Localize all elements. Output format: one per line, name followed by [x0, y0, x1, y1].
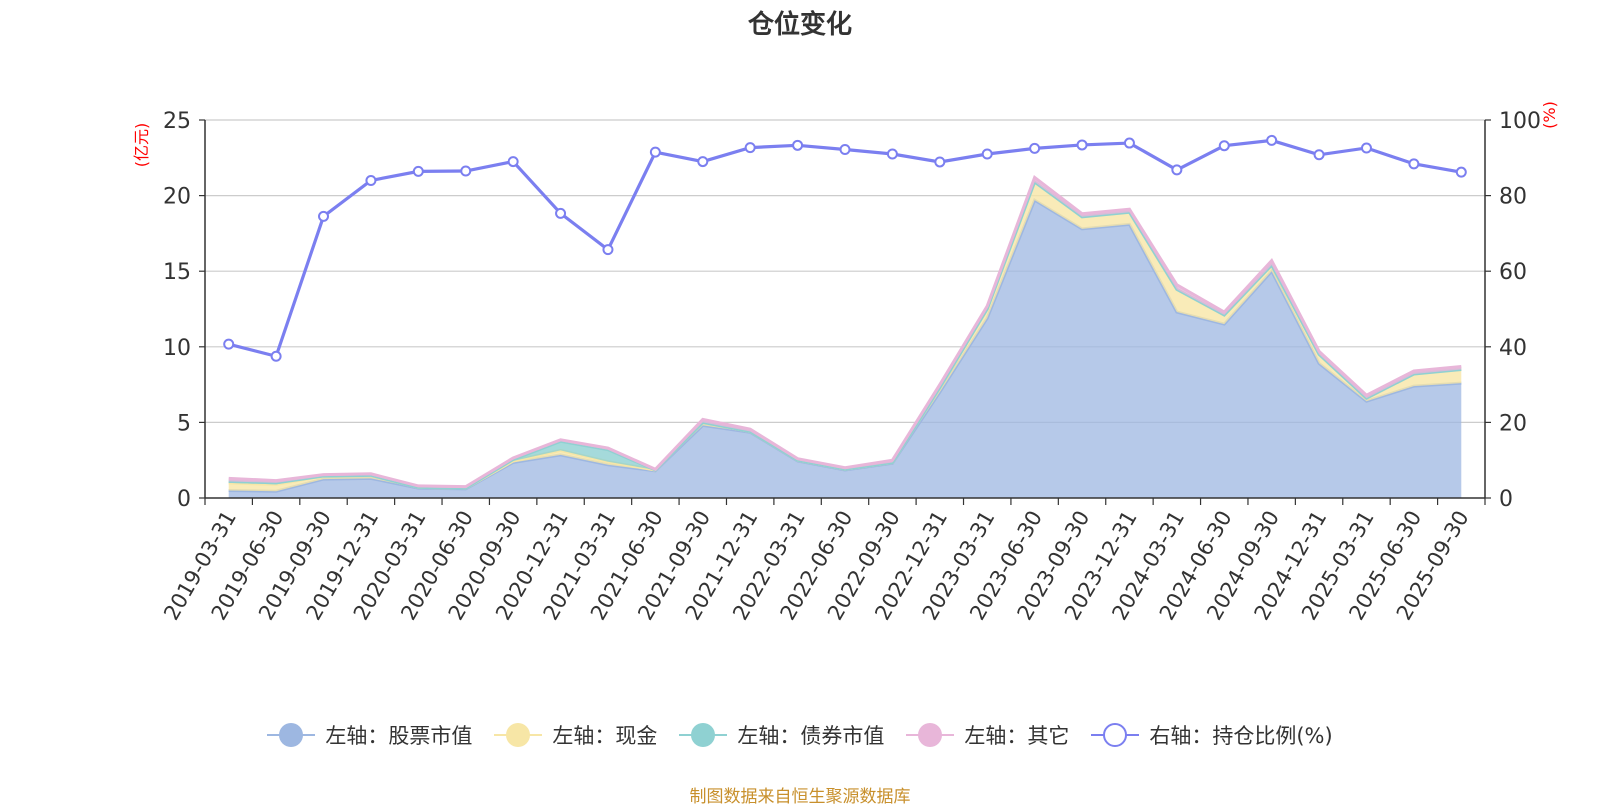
- ratio-point: [507, 156, 519, 168]
- y-right-tick-label: 0: [1499, 487, 1513, 512]
- area-edge-series-3: [228, 175, 1462, 489]
- legend-stock-icon: [267, 722, 316, 748]
- legend-label-stock: 左轴：股票市值: [325, 724, 473, 748]
- ratio-point: [1076, 139, 1088, 151]
- legend-bond-icon: [679, 722, 728, 748]
- legend-ratio-icon: [1091, 722, 1140, 748]
- legend-label-cash: 左轴：现金: [552, 724, 658, 748]
- y-left-tick-label: 10: [163, 336, 191, 361]
- y-right-tick-label: 100: [1499, 109, 1541, 134]
- area-series-0: [228, 200, 1462, 499]
- chart-title: 仓位变化: [747, 10, 852, 40]
- area-layer: [228, 175, 1462, 499]
- y-right-tick-label: 80: [1499, 185, 1527, 210]
- y-left-tick-label: 5: [177, 411, 191, 436]
- y-left-axis-label: (亿元): [132, 123, 151, 168]
- legend-other-icon: [906, 722, 955, 748]
- ratio-point: [270, 350, 282, 362]
- ratio-point: [602, 244, 614, 256]
- legend-label-other: 左轴：其它: [964, 724, 1070, 748]
- ratio-point: [1218, 140, 1230, 152]
- ratio-point: [318, 210, 330, 222]
- ratio-point: [460, 165, 472, 177]
- y-left-tick-label: 20: [163, 185, 191, 210]
- ratio-point: [839, 143, 851, 155]
- source-note: 制图数据来自恒生聚源数据库: [689, 787, 911, 807]
- y-right-axis-label: (%): [1540, 101, 1559, 129]
- legend-item-bond[interactable]: 左轴：债券市值: [679, 720, 884, 750]
- ratio-point: [1266, 134, 1278, 146]
- ratio-point: [886, 148, 898, 160]
- ratio-point: [649, 146, 661, 158]
- y-left-tick-label: 25: [163, 109, 191, 134]
- ratio-point: [555, 207, 567, 219]
- legend-label-ratio: 右轴：持仓比例(%): [1149, 724, 1333, 748]
- ratio-point: [981, 148, 993, 160]
- ratio-point: [1408, 158, 1420, 170]
- ratio-point: [1455, 166, 1467, 178]
- ratio-point: [792, 139, 804, 151]
- y-left-tick-label: 15: [163, 260, 191, 285]
- y-left-tick-label: 0: [177, 487, 191, 512]
- ratio-point: [365, 174, 377, 186]
- ratio-point: [1360, 142, 1372, 154]
- y-right-tick-label: 40: [1499, 336, 1527, 361]
- legend-item-ratio[interactable]: 右轴：持仓比例(%): [1091, 720, 1333, 750]
- ratio-point: [1123, 137, 1135, 149]
- legend-item-other[interactable]: 左轴：其它: [906, 720, 1069, 750]
- legend-label-bond: 左轴：债券市值: [737, 724, 885, 748]
- area-series-1: [228, 181, 1462, 492]
- ratio-point: [1171, 164, 1183, 176]
- legend-item-stock[interactable]: 左轴：股票市值: [267, 720, 472, 750]
- ratio-point: [934, 156, 946, 168]
- ratio-point: [697, 156, 709, 168]
- legend-cash-icon: [494, 722, 543, 748]
- ratio-point: [744, 142, 756, 154]
- line-layer: [223, 134, 1467, 362]
- y-right-tick-label: 60: [1499, 260, 1527, 285]
- ratio-point: [223, 338, 235, 350]
- ratio-point: [1313, 149, 1325, 161]
- legend: 左轴：股票市值 左轴：现金 左轴：债券市值 左轴：其它 右轴：持仓比例(%): [0, 720, 1600, 750]
- ratio-point: [412, 165, 424, 177]
- legend-item-cash[interactable]: 左轴：现金: [494, 720, 657, 750]
- ratio-point: [1029, 142, 1041, 154]
- y-right-tick-label: 20: [1499, 411, 1527, 436]
